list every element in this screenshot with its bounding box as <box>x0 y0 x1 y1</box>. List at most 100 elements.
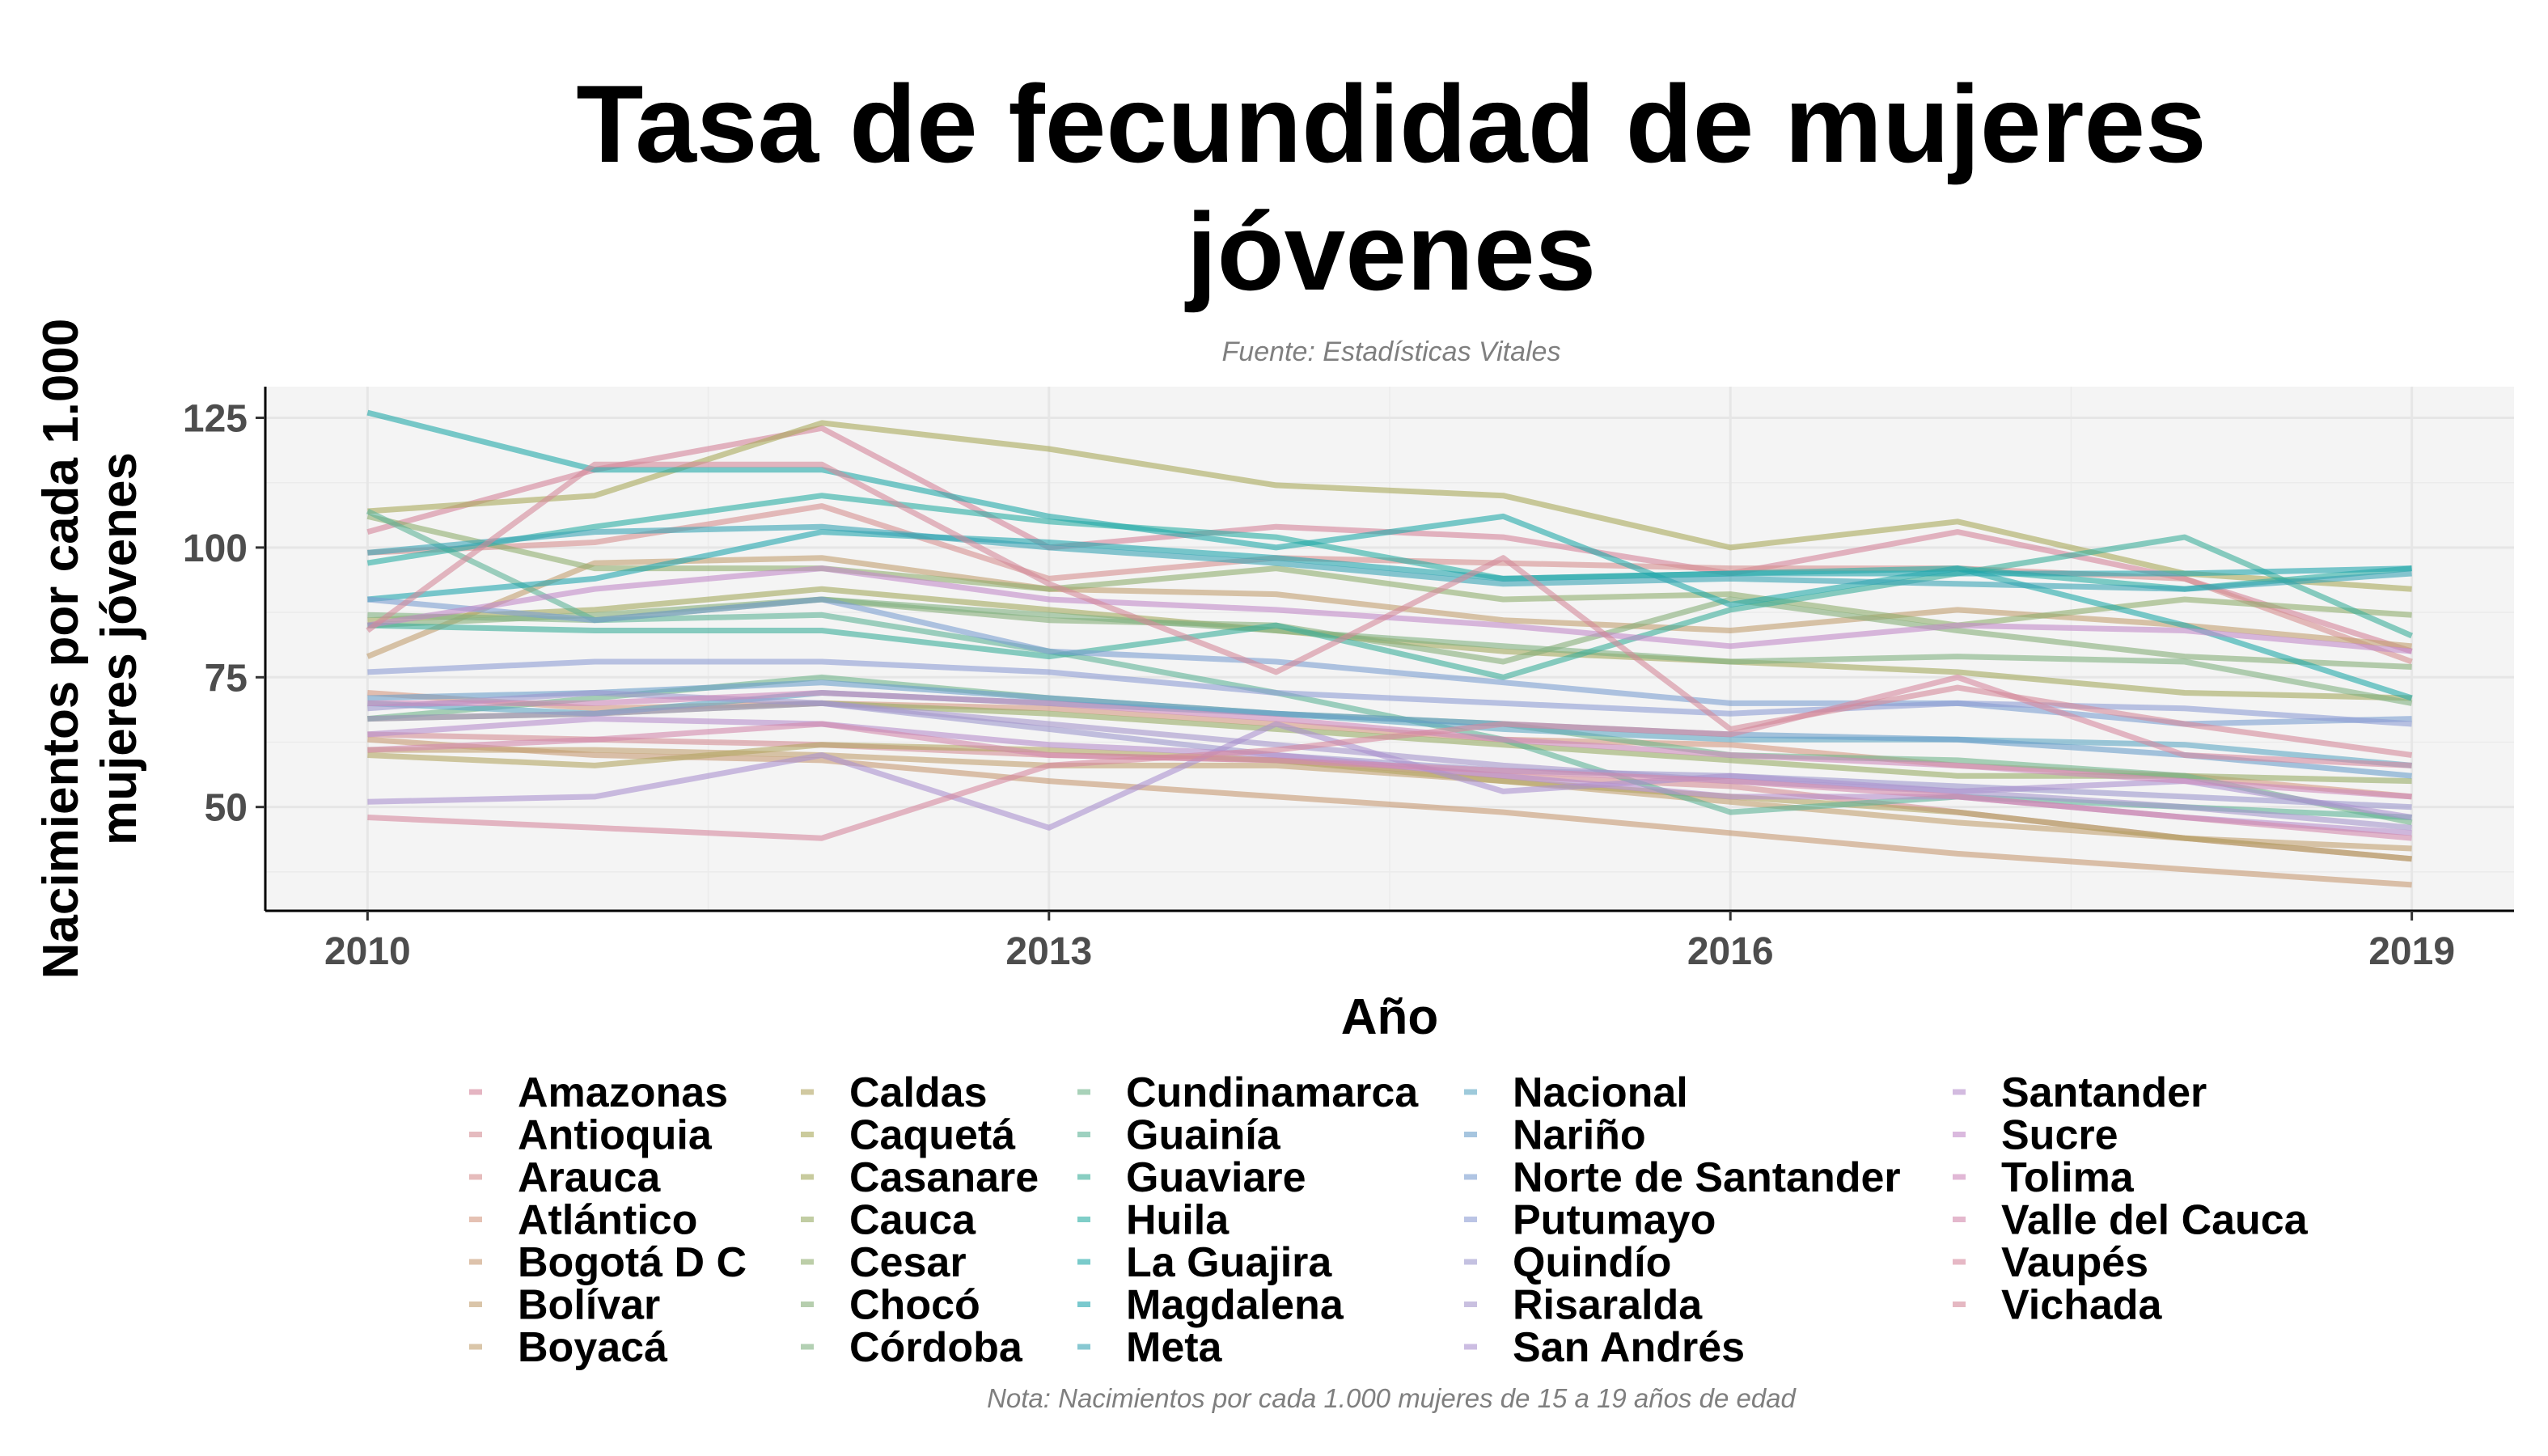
legend-item-san-andres: San Andrés <box>1464 1324 1745 1371</box>
legend-item-cesar: Cesar <box>801 1239 967 1286</box>
legend-item-tolima: Tolima <box>1953 1154 2135 1201</box>
x-tick-label: 2010 <box>324 930 411 973</box>
legend-item-nacional: Nacional <box>1464 1069 1688 1116</box>
x-axis-title: Año <box>1341 989 1439 1045</box>
legend-label: Amazonas <box>518 1069 728 1116</box>
chart-title-line-2: jóvenes <box>1184 190 1596 313</box>
legend-label: Cesar <box>849 1239 967 1286</box>
legend-item-bolivar: Bolívar <box>469 1282 660 1329</box>
legend-label: Chocó <box>849 1282 980 1329</box>
y-tick-label: 75 <box>205 657 248 700</box>
legend-item-santander: Santander <box>1953 1069 2207 1116</box>
legend-item-cordoba: Córdoba <box>801 1324 1023 1371</box>
legend-label: Caquetá <box>849 1112 1016 1159</box>
legend-item-antioquia: Antioquia <box>469 1112 713 1159</box>
legend-label: Huila <box>1126 1197 1230 1244</box>
x-tick-label: 2013 <box>1005 930 1092 973</box>
legend-item-atlantico: Atlántico <box>469 1197 697 1244</box>
legend-label: Putumayo <box>1513 1197 1716 1244</box>
legend-item-boyaca: Boyacá <box>469 1324 668 1371</box>
series-lines <box>366 409 2413 888</box>
legend-label: Atlántico <box>518 1197 697 1244</box>
legend-item-guaviare: Guaviare <box>1077 1154 1306 1201</box>
legend-item-la-guajira: La Guajira <box>1077 1239 1332 1286</box>
series-line-magdalena <box>367 529 2412 603</box>
legend-label: Cundinamarca <box>1126 1069 1419 1116</box>
x-tick-label: 2019 <box>2368 930 2455 973</box>
legend-item-bogota-d-c: Bogotá D C <box>469 1239 747 1286</box>
y-tick-label: 50 <box>205 787 248 830</box>
legend-label: Boyacá <box>518 1324 668 1371</box>
legend-label: San Andrés <box>1513 1324 1745 1371</box>
y-tick-label: 100 <box>183 527 248 570</box>
legend-item-cauca: Cauca <box>801 1197 976 1244</box>
legend-label: Santander <box>2001 1069 2207 1116</box>
legend-label: Cauca <box>849 1197 976 1244</box>
series-line-meta <box>367 523 2412 592</box>
y-tick-label: 125 <box>183 397 248 440</box>
legend-item-norte-de-santander: Norte de Santander <box>1464 1154 1901 1201</box>
x-axis-ticks: 2010 2013 2016 2019 <box>324 911 2455 973</box>
legend-label: Casanare <box>849 1154 1039 1201</box>
chart-caption: Nota: Nacimientos por cada 1.000 mujeres… <box>987 1383 1797 1413</box>
legend-item-risaralda: Risaralda <box>1464 1282 1703 1329</box>
series-line-guaviare <box>367 534 2413 680</box>
legend-label: Arauca <box>518 1154 661 1201</box>
chart-subtitle: Fuente: Estadísticas Vitales <box>1222 336 1561 367</box>
legend-label: Guaviare <box>1126 1154 1306 1201</box>
series-line-vichada <box>366 461 2413 758</box>
legend-item-caldas: Caldas <box>801 1069 988 1116</box>
chart-title-line-1: Tasa de fecundidad de mujeres <box>576 62 2206 185</box>
y-axis-title-line-2: mujeres jóvenes <box>91 452 147 845</box>
legend-label: Caldas <box>849 1069 988 1116</box>
legend-item-casanare: Casanare <box>801 1154 1039 1201</box>
series-line-san-andres <box>367 721 2413 831</box>
series-line-la-guajira <box>366 409 2413 701</box>
legend-label: Sucre <box>2001 1112 2118 1159</box>
series-line-narino <box>367 679 2412 779</box>
series-line-huila <box>366 493 2412 592</box>
legend-label: Meta <box>1126 1324 1223 1371</box>
legend-label: Vaupés <box>2001 1239 2148 1286</box>
legend-item-putumayo: Putumayo <box>1464 1197 1716 1244</box>
legend-label: Norte de Santander <box>1513 1154 1901 1201</box>
y-axis-title-line-1: Nacimientos por cada 1.000 <box>33 319 89 980</box>
legend-item-choco: Chocó <box>801 1282 980 1329</box>
legend-item-amazonas: Amazonas <box>469 1069 728 1116</box>
legend-item-valle-del-cauca: Valle del Cauca <box>1953 1197 2309 1244</box>
legend-item-vaupes: Vaupés <box>1953 1239 2148 1286</box>
series-line-tolima <box>367 690 2412 800</box>
legend-item-magdalena: Magdalena <box>1077 1282 1344 1329</box>
legend-item-narino: Nariño <box>1464 1112 1646 1159</box>
legend-label: Nariño <box>1513 1112 1646 1159</box>
series-line-bolivar <box>366 555 2412 659</box>
y-axis-ticks: 50 75 100 125 <box>183 397 265 830</box>
legend-label: Bogotá D C <box>518 1239 747 1286</box>
legend-item-meta: Meta <box>1077 1324 1223 1371</box>
series-line-cesar <box>366 513 2412 629</box>
legend-item-arauca: Arauca <box>469 1154 661 1201</box>
legend-label: Córdoba <box>849 1324 1023 1371</box>
legend-label: Vichada <box>2001 1282 2163 1329</box>
legend-label: Magdalena <box>1126 1282 1344 1329</box>
legend-label: Quindío <box>1513 1239 1671 1286</box>
legend-label: Tolima <box>2001 1154 2135 1201</box>
legend-label: Antioquia <box>518 1112 713 1159</box>
series-line-caldas <box>367 742 2412 862</box>
legend-label: Bolívar <box>518 1282 660 1329</box>
legend-label: Risaralda <box>1513 1282 1703 1329</box>
legend-label: Nacional <box>1513 1069 1688 1116</box>
legend-label: Guainía <box>1126 1112 1281 1159</box>
legend-item-huila: Huila <box>1077 1197 1230 1244</box>
legend-item-cundinamarca: Cundinamarca <box>1077 1069 1419 1116</box>
series-line-vaupes <box>367 674 2412 841</box>
legend-label: Valle del Cauca <box>2001 1197 2309 1244</box>
legend-item-guainia: Guainía <box>1077 1112 1281 1159</box>
legend-item-sucre: Sucre <box>1953 1112 2118 1159</box>
legend-item-quindio: Quindío <box>1464 1239 1671 1286</box>
legend-item-vichada: Vichada <box>1953 1282 2163 1329</box>
series-line-caqueta <box>367 420 2412 592</box>
legend-label: La Guajira <box>1126 1239 1332 1286</box>
